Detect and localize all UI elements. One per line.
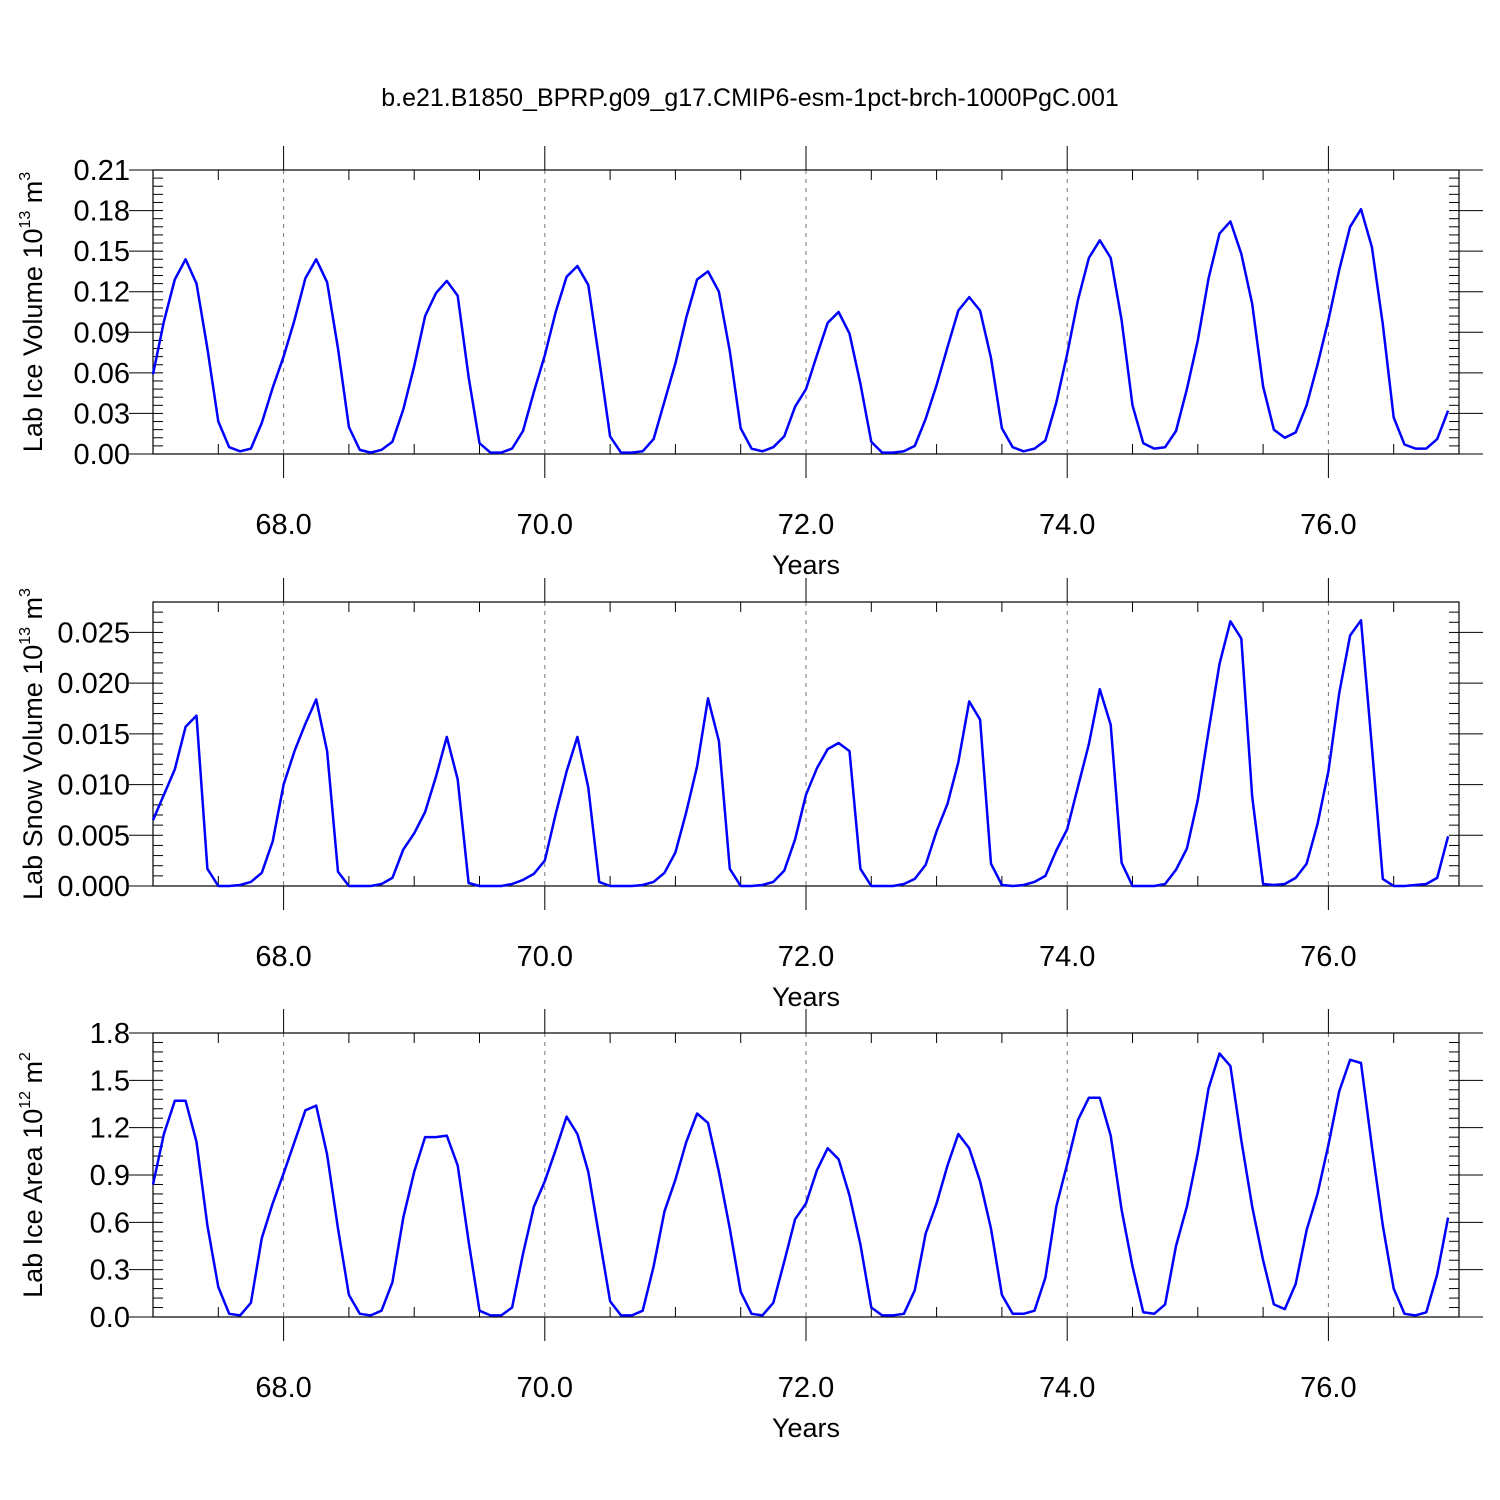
ice-area-x-tick-label: 74.0 bbox=[1039, 1372, 1095, 1404]
snow-volume-y-tick-label: 0.005 bbox=[57, 820, 130, 852]
snow-volume-x-tick-label: 76.0 bbox=[1300, 941, 1356, 973]
ice-area-y-tick-label: 1.2 bbox=[90, 1113, 130, 1145]
ice-volume-y-tick-label: 0.00 bbox=[74, 439, 130, 471]
ice-area-y-tick-label: 0.0 bbox=[90, 1302, 130, 1334]
ice-volume-x-tick-label: 76.0 bbox=[1300, 509, 1356, 541]
ice-volume-series-line-0 bbox=[151, 207, 1450, 454]
snow-volume-y-tick-label: 0.020 bbox=[57, 668, 130, 700]
snow-volume-panel: 68.0 70.0 72.0 74.0 76.0 0.000 0.005 0.010 0.015… bbox=[17, 578, 1483, 1012]
snow-volume-x-tick-label: 70.0 bbox=[517, 941, 573, 973]
snow-volume-plot-frame bbox=[152, 601, 1460, 887]
snow-volume-x-tick-label: 72.0 bbox=[778, 941, 834, 973]
ice-area-y-tick-label: 0.6 bbox=[90, 1207, 130, 1239]
snow-volume-x-axis-title: Years bbox=[772, 982, 840, 1012]
ice-volume-x-axis-title: Years bbox=[772, 550, 840, 580]
ice-area-y-tick-label: 0.3 bbox=[90, 1255, 130, 1287]
ice-area-panel: 68.0 70.0 72.0 74.0 76.0 0.0 0.3 0.6 0.9 1.2 1.5 1.… bbox=[17, 1009, 1483, 1443]
ice-volume-y-tick-label: 0.21 bbox=[74, 155, 130, 187]
snow-volume-y-tick-label: 0.025 bbox=[57, 617, 130, 649]
ice-volume-y-axis-title: Lab Ice Volume 1013 m3 bbox=[17, 172, 48, 452]
ice-volume-y-tick-label: 0.09 bbox=[74, 317, 130, 349]
ice-volume-y-tick-label: 0.06 bbox=[74, 358, 130, 390]
chart-title: b.e21.B1850_BPRP.g09_g17.CMIP6-esm-1pct-… bbox=[381, 84, 1119, 112]
ice-volume-y-tick-label: 0.03 bbox=[74, 398, 130, 430]
ice-area-x-tick-label: 68.0 bbox=[255, 1372, 311, 1404]
ice-area-y-tick-label: 0.9 bbox=[90, 1160, 130, 1192]
snow-volume-y-tick-label: 0.000 bbox=[57, 871, 130, 903]
ice-area-x-tick-label: 72.0 bbox=[778, 1372, 834, 1404]
snow-volume-y-axis-title: Lab Snow Volume 1013 m3 bbox=[17, 588, 48, 900]
snow-volume-x-tick-label: 74.0 bbox=[1039, 941, 1095, 973]
ice-area-x-tick-label: 76.0 bbox=[1300, 1372, 1356, 1404]
snow-volume-y-tick-label: 0.015 bbox=[57, 719, 130, 751]
ice-volume-panel: 68.0 70.0 72.0 74.0 76.0 0.00 0.03 0.06 0.09 0.12… bbox=[17, 146, 1483, 580]
ice-area-y-tick-label: 1.8 bbox=[90, 1018, 130, 1050]
ice-volume-y-tick-label: 0.18 bbox=[74, 196, 130, 228]
ice-volume-x-tick-label: 70.0 bbox=[517, 509, 573, 541]
ice-volume-x-tick-label: 72.0 bbox=[778, 509, 834, 541]
ice-volume-plot-frame bbox=[152, 169, 1460, 455]
snow-volume-series-line-0 bbox=[151, 619, 1450, 888]
ice-area-y-tick-label: 1.5 bbox=[90, 1065, 130, 1097]
snow-volume-x-tick-label: 68.0 bbox=[255, 941, 311, 973]
ice-volume-x-tick-label: 68.0 bbox=[255, 509, 311, 541]
ice-area-y-axis-title: Lab Ice Area 1012 m2 bbox=[17, 1052, 48, 1298]
ice-area-series-line-0 bbox=[151, 1052, 1450, 1317]
ice-area-x-axis-title: Years bbox=[772, 1413, 840, 1443]
ice-volume-y-tick-label: 0.15 bbox=[74, 236, 130, 268]
ice-volume-x-tick-label: 74.0 bbox=[1039, 509, 1095, 541]
ice-volume-y-tick-label: 0.12 bbox=[74, 277, 130, 309]
ice-area-x-tick-label: 70.0 bbox=[517, 1372, 573, 1404]
snow-volume-y-tick-label: 0.010 bbox=[57, 770, 130, 802]
ice-area-plot-frame bbox=[152, 1032, 1460, 1318]
